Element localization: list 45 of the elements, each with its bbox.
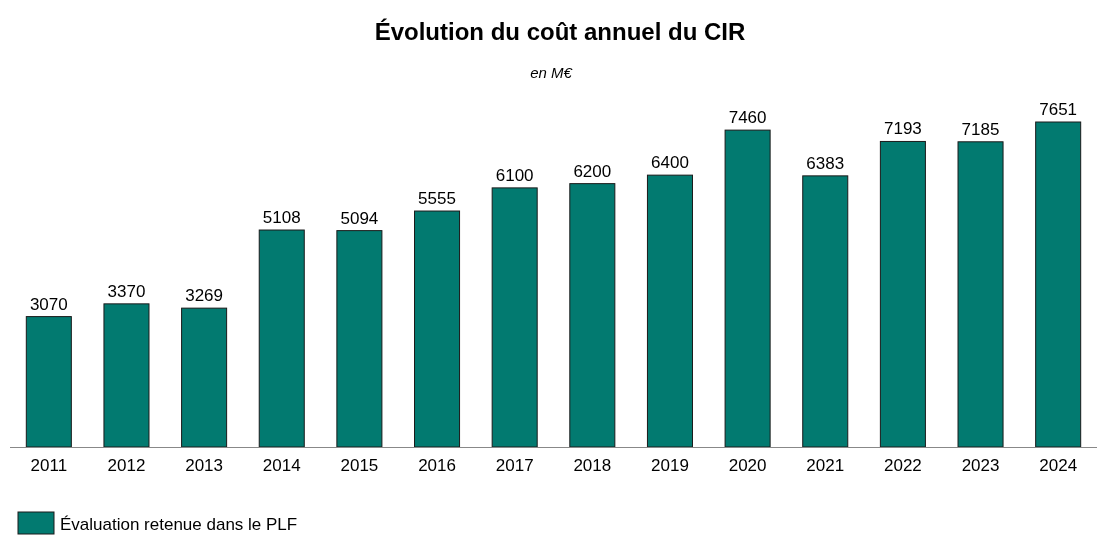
x-tick-label: 2015	[340, 456, 379, 476]
chart-title: Évolution du coût annuel du CIR	[374, 18, 746, 45]
bar	[25, 316, 72, 448]
data-label: 5108	[262, 208, 301, 228]
bar	[181, 307, 228, 448]
x-tick-label: 2021	[806, 456, 845, 476]
bar	[879, 140, 926, 448]
data-label: 7185	[961, 119, 1000, 139]
bar	[957, 141, 1004, 448]
x-tick-label: 2018	[573, 456, 612, 476]
x-tick-label: 2016	[418, 456, 456, 476]
bar	[646, 174, 693, 448]
data-label: 6200	[573, 161, 612, 181]
data-label: 7193	[883, 119, 922, 139]
data-label: 6100	[495, 165, 534, 185]
data-label: 7460	[728, 108, 767, 128]
bar	[724, 129, 771, 448]
bar	[336, 230, 383, 448]
x-tick-label: 2019	[651, 456, 689, 476]
data-label: 3070	[29, 294, 68, 314]
x-tick-label: 2014	[262, 456, 301, 476]
data-label: 6383	[806, 153, 845, 173]
bar	[414, 210, 461, 448]
x-tick-label: 2023	[961, 456, 1000, 476]
bar	[802, 175, 849, 448]
x-tick-label: 2022	[883, 456, 922, 476]
bar	[491, 187, 538, 448]
data-label: 5094	[340, 208, 379, 228]
bar	[258, 229, 305, 448]
bar	[1035, 121, 1082, 448]
data-label: 5555	[418, 189, 456, 209]
x-tick-label: 2011	[30, 456, 68, 476]
bar	[569, 183, 616, 448]
x-tick-label: 2017	[495, 456, 534, 476]
x-tick-label: 2024	[1039, 456, 1078, 476]
data-label: 6400	[651, 153, 689, 173]
x-tick-label: 2013	[185, 456, 224, 476]
data-label: 7651	[1039, 100, 1078, 119]
chart-subtitle: en M€	[530, 64, 573, 81]
x-tick-label: 2012	[107, 456, 146, 476]
data-label: 3269	[185, 286, 224, 306]
data-label: 3370	[107, 281, 146, 301]
legend-label: Évaluation retenue dans le PLF	[60, 515, 298, 534]
x-tick-label: 2020	[728, 456, 767, 476]
bar	[103, 303, 150, 448]
